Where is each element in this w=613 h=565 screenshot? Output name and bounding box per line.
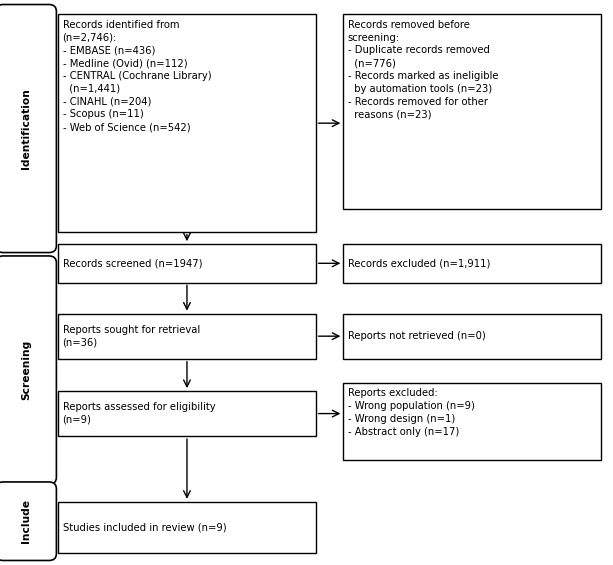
Bar xyxy=(58,314,316,359)
Text: Studies included in review (n=9): Studies included in review (n=9) xyxy=(63,522,226,532)
FancyBboxPatch shape xyxy=(0,5,56,253)
Bar xyxy=(58,502,316,553)
Text: Reports not retrieved (n=0): Reports not retrieved (n=0) xyxy=(348,331,485,341)
Text: Records removed before
screening:
- Duplicate records removed
  (n=776)
- Record: Records removed before screening: - Dupl… xyxy=(348,20,498,119)
FancyBboxPatch shape xyxy=(0,256,56,484)
Text: Reports excluded:
- Wrong population (n=9)
- Wrong design (n=1)
- Abstract only : Reports excluded: - Wrong population (n=… xyxy=(348,388,474,437)
Bar xyxy=(58,391,316,436)
Bar xyxy=(343,244,601,282)
Text: Records screened (n=1947): Records screened (n=1947) xyxy=(63,258,202,268)
Bar xyxy=(58,244,316,282)
FancyBboxPatch shape xyxy=(0,482,56,560)
Bar xyxy=(343,14,601,209)
Bar xyxy=(58,14,316,232)
Bar xyxy=(343,383,601,460)
Text: Records identified from
(n=2,746):
- EMBASE (n=436)
- Medline (Ovid) (n=112)
- C: Records identified from (n=2,746): - EMB… xyxy=(63,20,211,132)
Text: Include: Include xyxy=(21,499,31,543)
Text: Identification: Identification xyxy=(21,88,31,169)
Text: Screening: Screening xyxy=(21,340,31,400)
Text: Records excluded (n=1,911): Records excluded (n=1,911) xyxy=(348,258,490,268)
Bar xyxy=(343,314,601,359)
Text: Reports sought for retrieval
(n=36): Reports sought for retrieval (n=36) xyxy=(63,325,200,347)
Text: Reports assessed for eligibility
(n=9): Reports assessed for eligibility (n=9) xyxy=(63,402,215,425)
